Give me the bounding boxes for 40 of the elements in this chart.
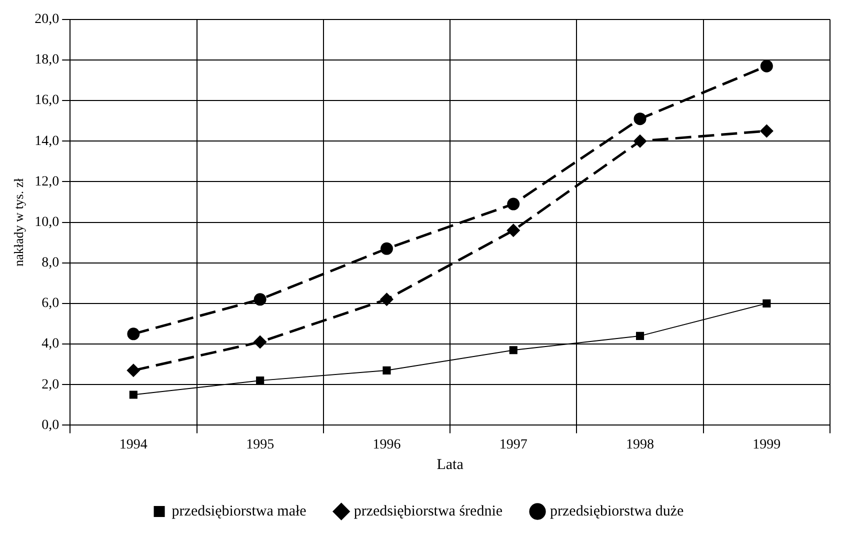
point (254, 336, 266, 348)
point (380, 242, 393, 255)
legend-label: przedsiębiorstwa małe (172, 503, 307, 520)
y-axis-title: nakłady w tys. zł (11, 178, 26, 266)
y-tick-label: 12,0 (34, 174, 60, 190)
x-tick-label: 1996 (372, 437, 401, 452)
point (507, 198, 520, 210)
point (634, 112, 646, 126)
x-tick-label: 1995 (246, 437, 274, 452)
x-axis-title: Lata (436, 456, 464, 473)
point (634, 134, 646, 148)
y-tick-label: 10,0 (34, 214, 60, 230)
legend-label: przedsiębiorstwa duże (550, 503, 684, 520)
point (127, 328, 140, 340)
x-tick-label: 1998 (626, 437, 654, 452)
y-tick-label: 4,0 (42, 336, 60, 352)
point (129, 390, 138, 399)
point (507, 224, 520, 237)
y-tick-label: 16,0 (34, 93, 60, 108)
point (636, 332, 644, 340)
x-tick-label: 1997 (499, 437, 528, 452)
point (760, 124, 773, 138)
x-tick-label: 1994 (119, 437, 148, 452)
point (762, 299, 771, 308)
legend-label: przedsiębiorstwa średnie (354, 503, 503, 520)
y-tick-label: 18,0 (34, 52, 60, 68)
y-tick-label: 14,0 (34, 134, 60, 149)
point (256, 376, 264, 385)
point (760, 60, 773, 72)
y-tick-label: 0,0 (42, 418, 60, 433)
x-tick-label: 1999 (752, 437, 781, 452)
y-tick-label: 8,0 (42, 256, 60, 271)
point (380, 293, 393, 306)
y-tick-label: 2,0 (42, 377, 60, 392)
y-tick-label: 20,0 (34, 12, 60, 28)
point (509, 346, 518, 354)
point (127, 364, 140, 377)
point (382, 366, 391, 374)
point (254, 293, 266, 306)
y-tick-label: 6,0 (42, 296, 60, 312)
